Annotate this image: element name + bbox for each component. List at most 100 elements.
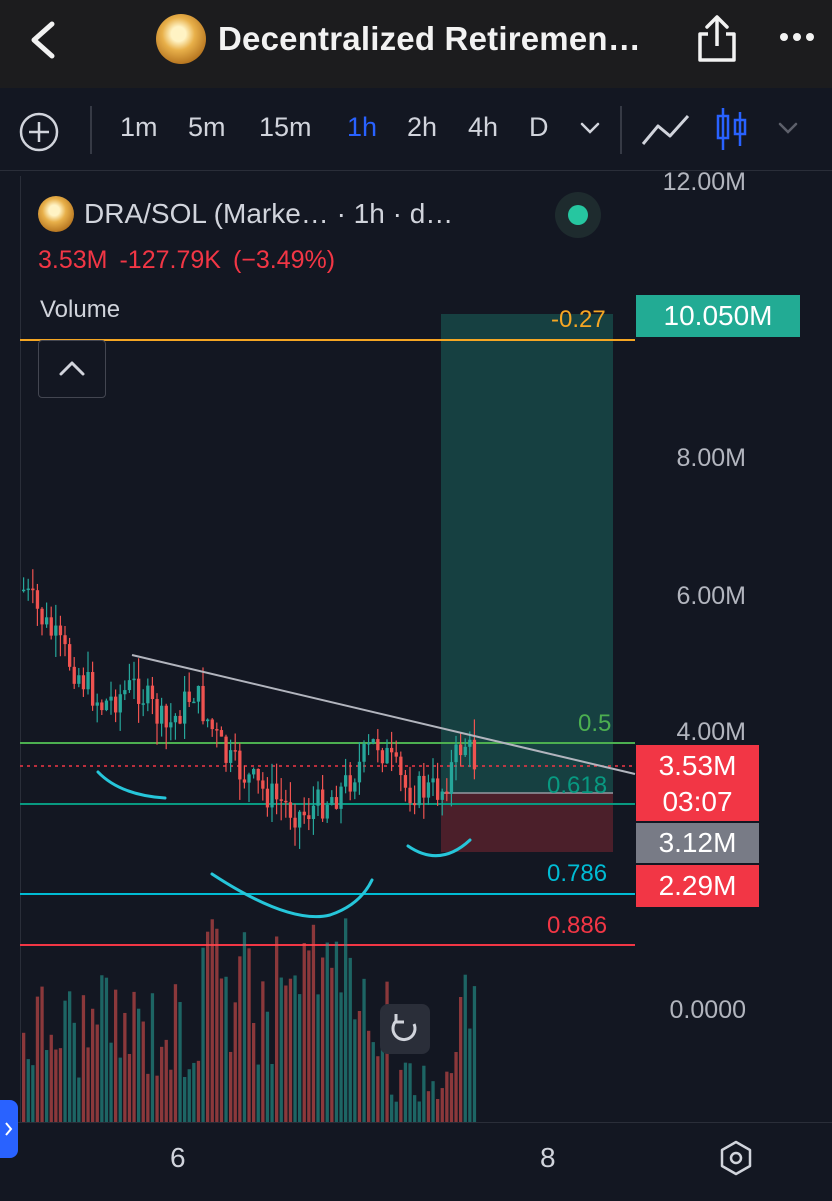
candle-body xyxy=(219,730,224,737)
volume-bar xyxy=(215,928,219,1122)
volume-bar xyxy=(192,1062,196,1122)
candle-body xyxy=(178,715,182,724)
candle-body xyxy=(270,783,274,808)
volume-bar xyxy=(362,978,366,1122)
candles-chart-button[interactable] xyxy=(714,104,750,154)
chart-settings-button[interactable] xyxy=(716,1138,756,1178)
timeframe-dropdown-button[interactable] xyxy=(574,116,606,140)
volume-bar xyxy=(224,976,228,1122)
candle-body xyxy=(35,590,40,609)
toolbar-divider xyxy=(90,106,92,154)
timeframe-1m[interactable]: 1m xyxy=(120,112,158,142)
candle-body xyxy=(394,752,398,757)
market-status-indicator[interactable] xyxy=(555,192,601,238)
candle-body xyxy=(192,701,196,704)
fib-level-label: -0.27 xyxy=(551,306,606,333)
candle-body xyxy=(22,589,26,592)
legend-symbol[interactable]: DRA/SOL (Marke… · 1h · d… xyxy=(84,198,454,229)
candle-body xyxy=(58,625,63,636)
volume-bar xyxy=(233,1002,237,1122)
candle-body xyxy=(49,617,53,636)
volume-bar xyxy=(307,950,311,1122)
volume-bar xyxy=(367,1030,371,1122)
volume-bar xyxy=(468,1028,472,1122)
volume-bar xyxy=(63,1000,67,1122)
fib-level-label: 0.886 xyxy=(547,912,608,939)
timeframe-5m[interactable]: 5m xyxy=(188,112,226,142)
more-button[interactable] xyxy=(772,22,822,52)
candle-body xyxy=(472,739,477,770)
candle-body xyxy=(86,672,90,690)
timeframe-1h[interactable]: 1h xyxy=(347,112,378,142)
timeframe-2h[interactable]: 2h xyxy=(407,112,438,142)
candle-body xyxy=(413,803,417,806)
volume-bar xyxy=(72,1022,76,1122)
chart-pane[interactable] xyxy=(20,176,832,1122)
candle-body xyxy=(371,739,375,743)
candle-body xyxy=(348,775,352,792)
volume-bar xyxy=(252,1022,256,1122)
back-button[interactable] xyxy=(24,18,64,62)
timeframe-d[interactable]: D xyxy=(529,112,549,142)
candle-body xyxy=(334,797,339,809)
volume-bar xyxy=(371,1042,375,1122)
volume-bar xyxy=(35,996,40,1122)
reset-chart-button[interactable] xyxy=(380,1004,430,1054)
volume-bar xyxy=(426,1091,431,1122)
chart-type-dropdown-button[interactable] xyxy=(772,116,804,140)
volume-bar xyxy=(431,1081,435,1122)
candle-body xyxy=(307,815,311,820)
volume-bar xyxy=(394,1101,398,1122)
volume-bar xyxy=(311,924,316,1122)
candle-body xyxy=(210,719,214,730)
candle-body xyxy=(445,791,449,794)
volume-bar xyxy=(445,1071,449,1122)
candle-body xyxy=(325,805,329,819)
volume-bar xyxy=(169,1069,173,1122)
volume-bar xyxy=(31,1065,35,1122)
chart-canvas[interactable] xyxy=(0,0,832,1122)
candle-body xyxy=(141,703,145,705)
volume-bar xyxy=(238,956,242,1122)
candle-body xyxy=(293,817,297,828)
legend-price-change: 3.53M -127.79K (−3.49%) xyxy=(38,246,347,275)
side-panel-toggle[interactable] xyxy=(0,1100,18,1158)
volume-bar xyxy=(155,1075,159,1122)
candle-body xyxy=(118,694,122,713)
volume-bar xyxy=(440,1088,444,1122)
volume-bar xyxy=(275,936,279,1122)
volume-bar xyxy=(325,942,329,1122)
fib-level-label: 0.5 xyxy=(578,710,612,737)
price-tag-target: 10.050M xyxy=(636,295,800,337)
candle-body xyxy=(146,685,150,704)
volume-bar xyxy=(247,948,251,1122)
volume-bar xyxy=(353,1019,357,1122)
x-axis-label: 8 xyxy=(540,1142,556,1173)
timeframe-4h[interactable]: 4h xyxy=(468,112,499,142)
candle-body xyxy=(279,799,283,801)
candle-body xyxy=(77,675,81,684)
volume-bar xyxy=(288,978,293,1122)
volume-bar xyxy=(472,986,477,1122)
volume-bar xyxy=(316,994,320,1122)
candle-body xyxy=(187,691,191,702)
volume-bar xyxy=(219,978,224,1122)
line-chart-button[interactable] xyxy=(640,110,692,150)
volume-bar xyxy=(201,947,205,1122)
candle-body xyxy=(242,779,247,783)
candle-body xyxy=(330,797,334,806)
share-button[interactable] xyxy=(694,14,740,64)
volume-bar xyxy=(114,989,118,1122)
volume-bar xyxy=(403,1062,408,1122)
volume-bar xyxy=(127,1053,132,1122)
collapse-legend-button[interactable] xyxy=(38,340,106,398)
add-indicator-button[interactable] xyxy=(18,111,60,153)
volume-bar xyxy=(344,918,348,1122)
candle-body xyxy=(132,678,136,681)
current-price-label: 3.53M xyxy=(658,750,737,781)
candle-body xyxy=(54,625,58,636)
volume-bar xyxy=(54,1049,58,1122)
candle-body xyxy=(72,666,76,684)
timeframe-15m[interactable]: 15m xyxy=(259,112,312,142)
time-axis xyxy=(0,1122,832,1201)
